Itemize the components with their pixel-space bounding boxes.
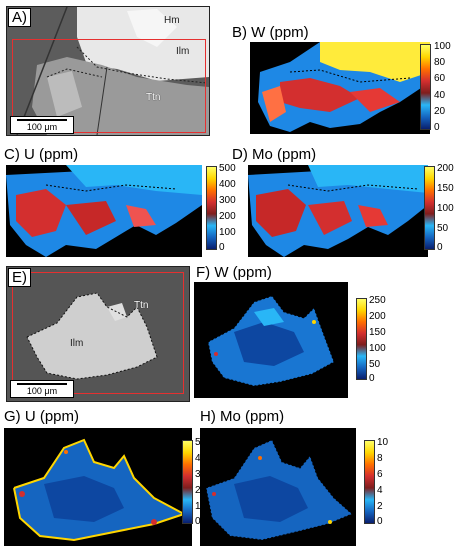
mineral-label-hm: Hm [164,15,180,26]
tick-c-300: 300 [219,195,236,206]
scale-label-a: 100 μm [26,122,58,132]
tick-h-8: 8 [377,453,383,464]
map-h-drawing [205,439,353,541]
tick-d-150: 150 [437,183,454,194]
map-b [250,42,430,134]
mineral-label-ttn-e: Ttn [134,300,149,311]
map-g-drawing [13,438,187,542]
tick-f-100: 100 [369,343,386,354]
map-c-drawing [6,165,202,257]
panel-label-c: C) U (ppm) [4,146,79,163]
tick-c-200: 200 [219,211,236,222]
region-box-a [12,39,206,133]
mineral-label-ttn: Ttn [146,92,161,103]
panel-label-a: A) [8,8,31,27]
tick-b-20: 20 [434,106,446,117]
colorbar-b [420,44,431,130]
colorbar-c [206,166,217,250]
panel-label-d: D) Mo (ppm) [232,146,317,163]
colorbar-f [356,298,367,380]
map-c [6,165,202,257]
map-d-drawing [248,165,428,257]
micrograph-e [6,266,190,402]
tick-b-40: 40 [434,90,446,101]
mineral-label-ilm-e: Ilm [70,338,84,349]
map-f [194,282,348,398]
tick-f-250: 250 [369,295,386,306]
tick-b-60: 60 [434,73,446,84]
tick-b-0: 0 [434,122,440,133]
map-g [4,428,192,546]
tick-f-50: 50 [369,359,381,370]
tick-f-150: 150 [369,327,386,338]
mineral-label-ilm: Ilm [176,46,190,57]
tick-g-0: 0 [195,516,201,527]
map-f-drawing [207,295,335,387]
tick-d-200: 200 [437,163,454,174]
scale-bar-a: 100 μm [10,116,74,134]
map-b-drawing [258,42,430,132]
tick-f-0: 0 [369,373,375,384]
micrograph-e-drawing [7,267,189,401]
scale-bar-e: 100 μm [10,380,74,398]
tick-h-0: 0 [377,516,383,527]
tick-h-10: 10 [377,437,389,448]
tick-f-200: 200 [369,311,386,322]
tick-d-100: 100 [437,203,454,214]
colorbar-d [424,166,435,250]
colorbar-h [364,440,375,524]
tick-b-80: 80 [434,57,446,68]
tick-h-6: 6 [377,469,383,480]
panel-label-f: F) W (ppm) [196,264,272,281]
panel-label-h: H) Mo (ppm) [200,408,285,425]
tick-c-400: 400 [219,179,236,190]
tick-h-4: 4 [377,485,383,496]
colorbar-g [182,440,193,524]
tick-h-2: 2 [377,501,383,512]
tick-c-0: 0 [219,242,225,253]
panel-label-e: E) [8,268,31,287]
panel-label-g: G) U (ppm) [4,408,79,425]
tick-b-100: 100 [434,41,451,52]
map-d [248,165,428,257]
tick-d-50: 50 [437,223,449,234]
tick-d-0: 0 [437,242,443,253]
panel-e: E) Ttn Ilm 100 μm [6,266,190,402]
micrograph-a [6,6,210,136]
panel-label-b: B) W (ppm) [232,24,309,41]
scale-label-e: 100 μm [26,386,58,396]
region-box-e [12,272,184,394]
micrograph-a-drawing [7,7,209,135]
panel-a: A) Hm Ilm Ttn 100 μm [6,6,210,136]
scale-line-a [17,119,67,121]
scale-line-e [17,383,67,385]
map-h [200,428,356,546]
tick-c-100: 100 [219,227,236,238]
tick-c-500: 500 [219,163,236,174]
